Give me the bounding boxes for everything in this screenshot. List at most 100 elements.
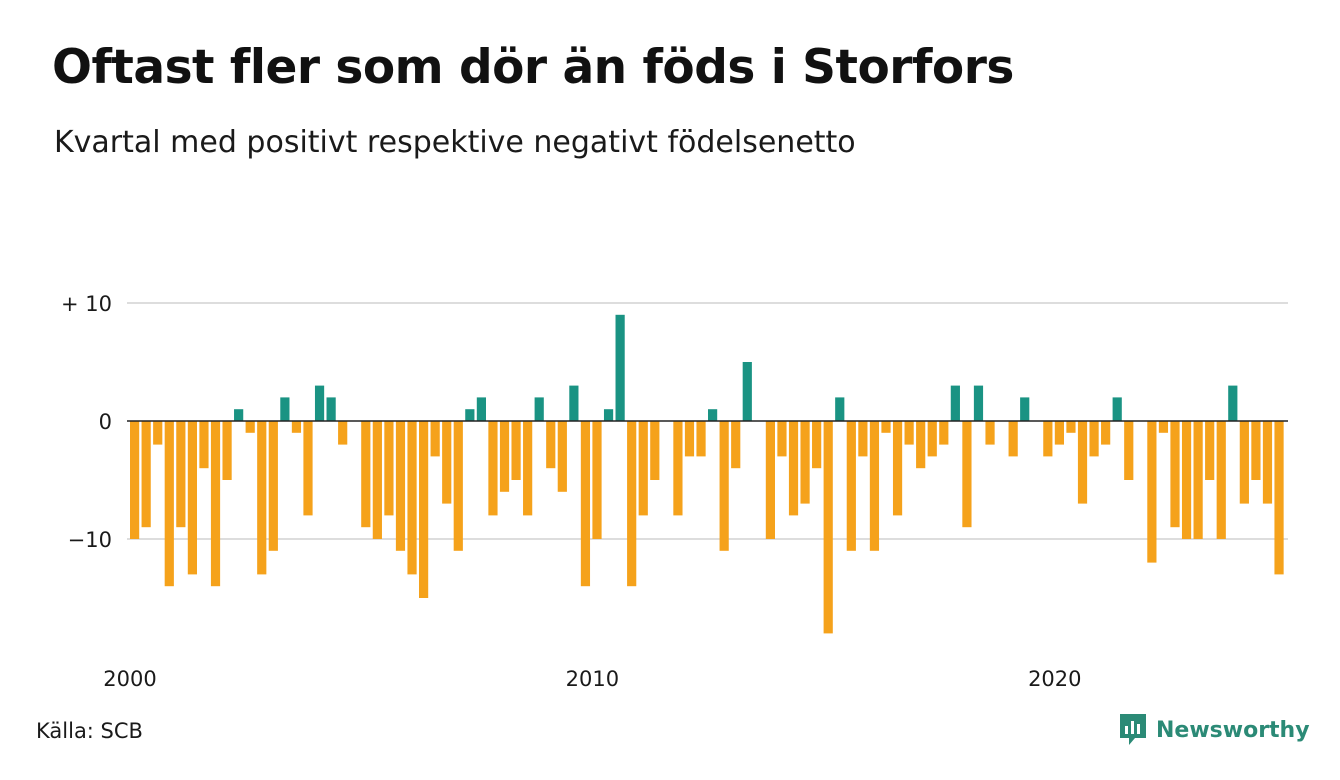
bar — [1262, 421, 1273, 504]
bar — [580, 421, 591, 587]
bar — [523, 421, 533, 516]
bar — [465, 409, 475, 421]
x-tick-label: 2010 — [566, 667, 619, 691]
bar — [823, 421, 833, 634]
bar — [1158, 421, 1169, 433]
bar — [314, 385, 325, 421]
bar — [1239, 421, 1249, 504]
bar — [1193, 421, 1203, 539]
bar — [1216, 421, 1226, 539]
bar — [708, 409, 718, 421]
bar — [627, 421, 637, 587]
bar — [280, 397, 290, 421]
bar — [1251, 421, 1261, 480]
bar — [384, 421, 394, 516]
bar — [592, 421, 602, 539]
bar — [731, 421, 741, 469]
bar — [476, 397, 486, 421]
bar — [904, 421, 914, 445]
bar — [800, 421, 810, 504]
bar — [419, 421, 429, 598]
y-tick-label: −10 — [68, 528, 112, 552]
y-tick-label: 0 — [99, 410, 112, 434]
bar — [222, 421, 232, 480]
bar — [1147, 421, 1157, 563]
y-tick-label: + 10 — [61, 292, 112, 316]
bar — [858, 421, 868, 457]
bar — [395, 421, 406, 551]
bar — [488, 421, 498, 516]
bar — [153, 421, 163, 445]
x-tick-label: 2000 — [103, 667, 156, 691]
bar — [788, 421, 799, 516]
bar — [1124, 421, 1134, 480]
chart-title: Oftast fler som dör än föds i Storfors — [52, 40, 1014, 95]
bar — [846, 421, 856, 551]
bar — [257, 421, 267, 575]
brand-name: Newsworthy — [1156, 717, 1310, 743]
bar — [777, 421, 787, 457]
bar — [141, 421, 151, 528]
chart-subtitle: Kvartal med positivt respektive negativt… — [54, 125, 856, 160]
bar — [869, 421, 880, 551]
bar — [1112, 397, 1122, 421]
bar — [696, 421, 706, 457]
bar — [210, 421, 221, 587]
bar — [892, 421, 903, 516]
bar — [187, 421, 197, 575]
bar — [303, 421, 313, 516]
bar — [245, 421, 255, 433]
bar — [546, 421, 556, 469]
bar — [684, 421, 695, 457]
bar — [372, 421, 382, 539]
bar-chart: + 10 0 −10 2000 2010 2020 — [61, 292, 1288, 691]
bar — [199, 421, 209, 469]
bar — [1008, 421, 1018, 457]
bar — [1043, 421, 1053, 457]
bar — [1274, 421, 1284, 575]
bar — [499, 421, 510, 492]
bar — [511, 421, 521, 480]
bar — [326, 397, 336, 421]
newsworthy-logo-icon — [1120, 714, 1146, 745]
bar — [453, 421, 463, 551]
bar — [361, 421, 371, 528]
newsworthy-brand[interactable]: Newsworthy — [1118, 712, 1310, 748]
bar — [650, 421, 660, 480]
bar — [765, 421, 775, 539]
bar — [291, 421, 302, 433]
bar — [164, 421, 174, 587]
x-tick-label: 2020 — [1028, 667, 1081, 691]
bar — [1077, 421, 1088, 504]
bar — [985, 421, 995, 445]
bar — [673, 421, 683, 516]
bar — [1089, 421, 1099, 457]
bar — [1101, 421, 1111, 445]
bar — [1181, 421, 1192, 539]
bar — [742, 362, 752, 421]
bar — [130, 421, 140, 539]
bar — [881, 421, 891, 433]
bar — [916, 421, 926, 469]
bar — [1205, 421, 1215, 480]
bar — [835, 397, 845, 421]
bar — [407, 421, 417, 575]
bar — [557, 421, 567, 492]
bar — [973, 385, 984, 421]
bar — [430, 421, 440, 457]
bar — [1054, 421, 1064, 445]
bar — [268, 421, 278, 551]
bar — [569, 385, 579, 421]
bar — [603, 409, 614, 421]
bar — [338, 421, 348, 445]
bar — [812, 421, 822, 469]
bar — [442, 421, 452, 504]
bar — [615, 314, 625, 421]
bar — [939, 421, 949, 445]
bar — [1228, 385, 1238, 421]
bar — [950, 385, 960, 421]
bar — [962, 421, 972, 528]
bar — [234, 409, 244, 421]
bar — [638, 421, 648, 516]
bar — [1066, 421, 1076, 433]
